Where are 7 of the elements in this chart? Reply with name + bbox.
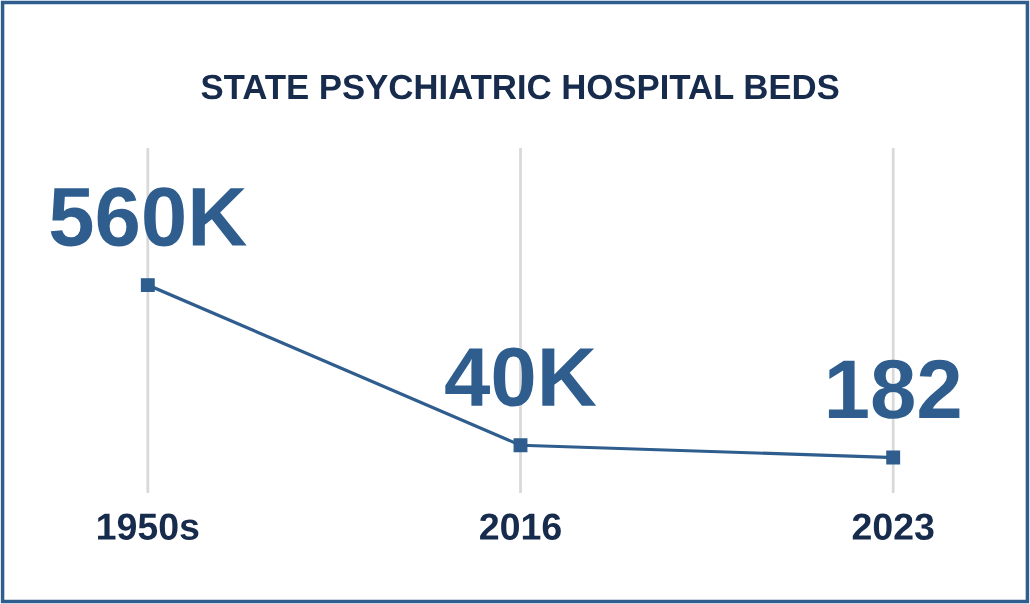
data-label: 40K [445,347,597,407]
x-tick-label: 2023 [852,513,934,541]
data-label: 560K [50,187,247,247]
chart-title: STATE PSYCHIATRIC HOSPITAL BEDS [201,74,839,100]
x-tick-label: 2016 [480,513,561,540]
x-tick-label: 1950s [98,513,199,540]
data-label: 182 [828,359,960,419]
